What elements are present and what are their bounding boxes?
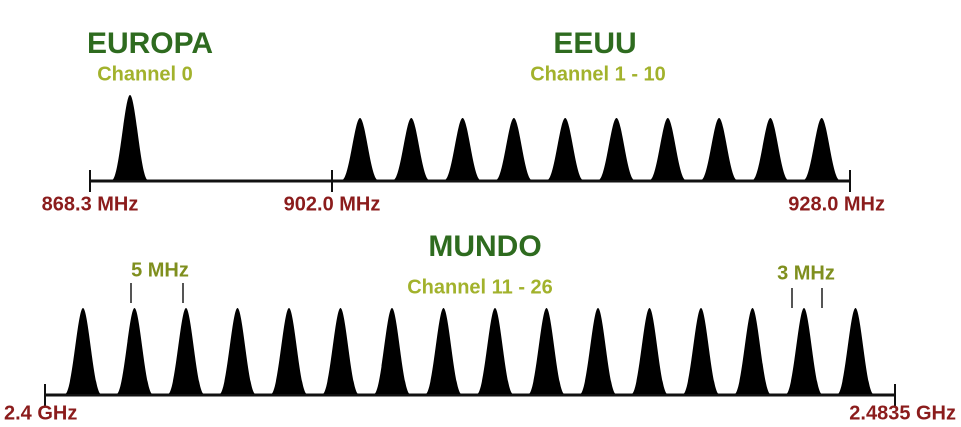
frequency-label: 902.0 MHz: [284, 193, 381, 215]
channel-peak: [374, 308, 410, 394]
channel-peak: [393, 118, 430, 180]
channel-peaks: [65, 95, 874, 394]
channel-peak: [116, 308, 153, 394]
channel-peak: [112, 95, 148, 180]
region-subtitle: Channel 11 - 26: [407, 276, 553, 298]
channel-peak: [752, 118, 789, 180]
channel-peak: [649, 118, 686, 180]
channel-peak: [528, 308, 565, 394]
channel-peak: [168, 308, 204, 394]
channel-peak: [580, 308, 616, 394]
channel-peak: [495, 118, 532, 180]
channel-peak: [803, 118, 840, 180]
channel-peak: [547, 118, 584, 180]
channel-peak: [219, 308, 256, 394]
frequency-label: 2.4 GHz: [4, 402, 77, 424]
channel-peak: [65, 308, 101, 394]
channel-peak: [425, 308, 462, 394]
channel-peak: [322, 308, 359, 394]
region-title: EUROPA: [87, 27, 213, 60]
region-subtitle: Channel 0: [97, 63, 193, 85]
region-title: MUNDO: [428, 230, 541, 263]
channel-peak: [477, 308, 513, 394]
channel-peak: [342, 118, 378, 180]
channel-peak: [734, 308, 771, 394]
channel-peak: [683, 308, 719, 394]
channel-peak: [598, 118, 635, 180]
frequency-label: 868.3 MHz: [42, 193, 139, 215]
channel-peak: [444, 118, 481, 180]
channel-peak: [837, 308, 874, 394]
channel-peak: [701, 118, 738, 180]
frequency-label: 2.4835 GHz: [849, 402, 956, 424]
width-label: 3 MHz: [777, 262, 835, 284]
channel-peak: [631, 308, 668, 394]
channel-peak: [271, 308, 307, 394]
region-title: EEUU: [553, 27, 636, 60]
spacing-label: 5 MHz: [131, 259, 189, 281]
channel-peak: [786, 308, 822, 394]
region-subtitle: Channel 1 - 10: [530, 63, 666, 85]
frequency-label: 928.0 MHz: [788, 193, 885, 215]
